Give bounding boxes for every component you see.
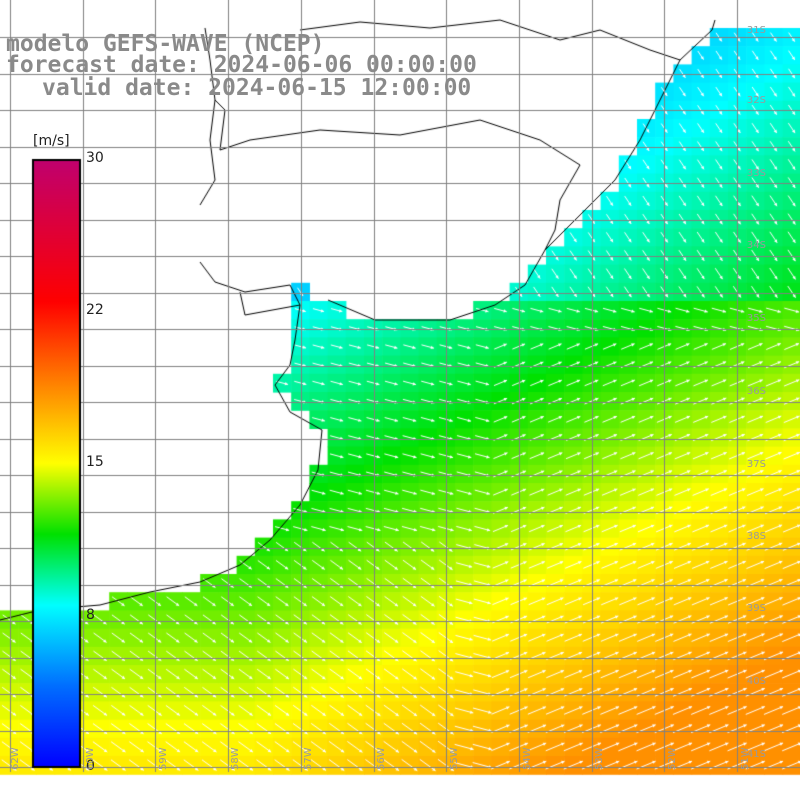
- lat-label: 40S: [746, 676, 766, 687]
- lon-label: 57W: [303, 747, 314, 770]
- lon-label: 52W: [667, 747, 678, 770]
- lat-label: 37S: [746, 459, 766, 470]
- valid-date: valid date: 2024-06-15 12:00:00: [42, 75, 472, 101]
- lat-label: 32S: [746, 95, 766, 106]
- lon-label: 56W: [376, 747, 387, 770]
- lon-label: 58W: [230, 747, 241, 770]
- colorbar-tick-22: 22: [86, 302, 104, 318]
- colorbar-tick-0: 0: [86, 758, 95, 774]
- lat-label: 33S: [746, 168, 766, 179]
- forecast-date: forecast date: 2024-06-06 00:00:00: [6, 52, 477, 78]
- colorbar-tick-30: 30: [86, 150, 104, 166]
- colorbar-unit: [m/s]: [33, 133, 70, 149]
- lon-label: 55W: [449, 747, 460, 770]
- lat-label: 31S: [746, 25, 766, 36]
- lon-label: 51W: [740, 747, 751, 770]
- lon-label: 62W: [10, 747, 21, 770]
- lon-label: 59W: [158, 747, 169, 770]
- model-title: modelo GEFS-WAVE (NCEP): [6, 31, 325, 57]
- lon-label: 60W: [85, 747, 96, 770]
- lat-label: 38S: [746, 531, 766, 542]
- lon-label: 53W: [594, 747, 605, 770]
- lat-label: 35S: [746, 313, 766, 324]
- lat-label: 41S: [746, 749, 766, 760]
- colorbar-tick-15: 15: [86, 454, 104, 470]
- colorbar-tick-8: 8: [86, 607, 95, 623]
- lat-label: 39S: [746, 603, 766, 614]
- lat-label: 34S: [746, 240, 766, 251]
- lon-label: 54W: [522, 747, 533, 770]
- lat-label: 36S: [746, 386, 766, 397]
